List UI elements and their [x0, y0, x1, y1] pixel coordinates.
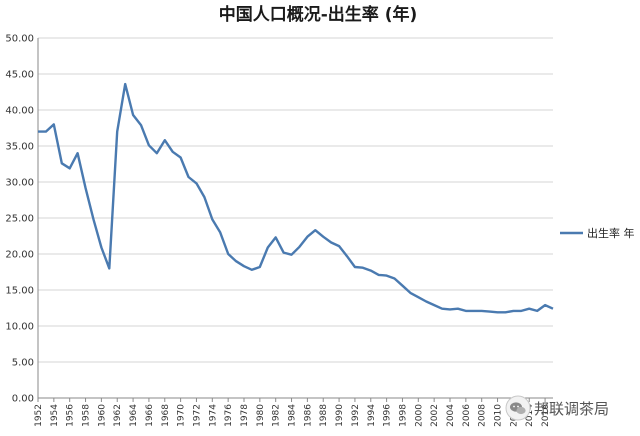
x-tick-label: 1984: [288, 404, 298, 427]
x-tick-label: 1958: [82, 404, 92, 427]
x-tick-label: 1980: [256, 404, 266, 427]
y-tick-label: 10.00: [5, 322, 34, 333]
y-tick-label: 50.00: [5, 34, 34, 45]
x-tick-label: 1974: [208, 404, 218, 427]
x-tick-label: 2002: [430, 404, 440, 427]
y-axis-ticks: 0.00 5.00 10.00 15.00 20.00 25.00 30.00 35.00 40…: [5, 34, 34, 405]
x-tick-label: 1960: [97, 404, 107, 427]
x-tick-label: 1996: [383, 404, 393, 427]
x-tick-label: 2006: [462, 404, 472, 427]
y-tick-label: 5.00: [12, 358, 34, 369]
wechat-icon: [505, 395, 531, 421]
y-tick-label: 0.00: [12, 394, 34, 405]
legend: 出生率 年: [560, 226, 635, 240]
x-tick-label: 1962: [113, 404, 123, 427]
x-tick-label: 1994: [367, 404, 377, 427]
x-tick-label: 1976: [224, 404, 234, 427]
x-tick-label: 1972: [192, 404, 202, 427]
y-tick-label: 35.00: [5, 142, 34, 153]
x-tick-label: 1956: [66, 404, 76, 427]
y-tick-label: 45.00: [5, 70, 34, 81]
y-tick-label: 25.00: [5, 214, 34, 225]
x-tick-label: 2004: [446, 404, 456, 427]
x-tick-label: 1968: [161, 404, 171, 427]
watermark: 邦联调茶局: [505, 395, 609, 421]
y-tick-label: 40.00: [5, 106, 34, 117]
legend-label: 出生率 年: [587, 226, 635, 240]
y-tick-label: 30.00: [5, 178, 34, 189]
x-tick-label: 1986: [303, 404, 313, 427]
x-tick-label: 2016: [541, 404, 551, 427]
x-tick-label: 1964: [129, 404, 139, 427]
watermark-text: 邦联调茶局: [534, 400, 609, 418]
x-tick-label: 1970: [177, 404, 187, 427]
x-tick-label: 1982: [272, 404, 282, 427]
gridlines: [38, 37, 553, 399]
x-tick-label: 1998: [398, 404, 408, 427]
x-tick-label: 2008: [478, 404, 488, 427]
y-tick-label: 20.00: [5, 250, 34, 261]
x-tick-label: 2000: [414, 404, 424, 427]
x-tick-label: 1952: [34, 404, 44, 427]
y-tick-label: 15.00: [5, 286, 34, 297]
x-tick-label: 2010: [494, 404, 504, 427]
x-axis-ticks: 1952 1954 1956 1958 1960 1962 1964 1966 1968 1970…: [34, 398, 551, 427]
chart-title: 中国人口概况-出生率 (年): [219, 4, 418, 25]
x-tick-label: 1988: [319, 404, 329, 427]
x-tick-label: 1992: [351, 404, 361, 427]
x-tick-label: 1978: [240, 404, 250, 427]
x-tick-label: 1966: [145, 404, 155, 427]
x-tick-label: 2014: [525, 404, 535, 427]
x-tick-label: 1990: [335, 404, 345, 427]
series-line-birth-rate: [38, 82, 554, 314]
x-tick-label: 1954: [50, 404, 60, 427]
